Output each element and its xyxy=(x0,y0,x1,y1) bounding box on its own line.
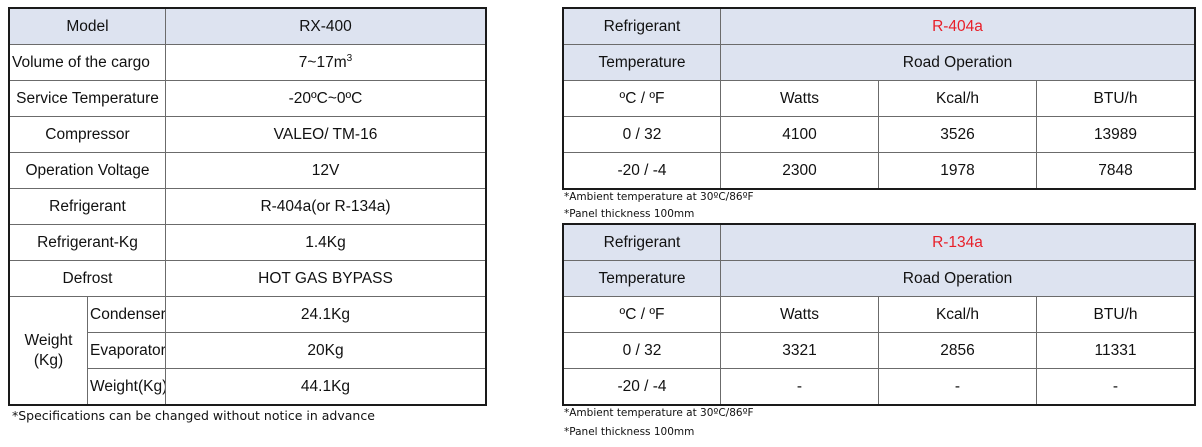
panel-note: *Panel thickness 100mm xyxy=(564,208,695,220)
evaporator-label: Evaporator xyxy=(87,332,166,369)
table-cell: 2300 xyxy=(720,152,879,189)
panel-note: *Panel thickness 100mm xyxy=(564,426,695,438)
unit-btu-header: BTU/h xyxy=(1036,80,1195,117)
service-temp-label: Service Temperature xyxy=(9,80,166,117)
refrigerant-header-value: R-134a xyxy=(720,224,1195,261)
table-cell: 0 / 32 xyxy=(563,332,721,369)
refrigerant-header-label: Refrigerant xyxy=(563,224,721,261)
table-row: Evaporator 20Kg xyxy=(10,332,486,369)
refrigerant-header-label: Refrigerant xyxy=(563,8,721,45)
table-cell: - xyxy=(1036,368,1195,405)
table-row: Temperature Road Operation xyxy=(563,260,1195,297)
table-cell: 3321 xyxy=(720,332,879,369)
unit-watts-header: Watts xyxy=(720,296,879,333)
table-row: -20 / -4 - - - xyxy=(563,368,1195,405)
temperature-header: Temperature xyxy=(563,260,721,297)
table-cell: 7848 xyxy=(1036,152,1195,189)
road-operation-header: Road Operation xyxy=(720,44,1195,81)
table-row: 0 / 32 4100 3526 13989 xyxy=(563,116,1195,153)
refrigerant-value: R-404a(or R-134a) xyxy=(165,188,486,225)
table-row: 0 / 32 3321 2856 11331 xyxy=(563,332,1195,369)
evaporator-value: 20Kg xyxy=(165,332,486,369)
condenser-label: Condenser xyxy=(87,296,166,333)
table-row: Operation Voltage 12V xyxy=(9,152,486,189)
temperature-header: Temperature xyxy=(563,44,721,81)
table-row: Weight(Kg) 44.1Kg xyxy=(10,368,486,405)
table-cell: 13989 xyxy=(1036,116,1195,153)
refrigerant-label: Refrigerant xyxy=(9,188,166,225)
refrigerant-header-value: R-404a xyxy=(720,8,1195,45)
refrigerant-kg-value: 1.4Kg xyxy=(165,224,486,261)
condenser-value: 24.1Kg xyxy=(165,296,486,333)
weight-group-label: Weight (Kg) xyxy=(9,296,88,405)
table-cell: -20 / -4 xyxy=(563,368,721,405)
compressor-label: Compressor xyxy=(9,116,166,153)
table-cell: -20 / -4 xyxy=(563,152,721,189)
model-value: RX-400 xyxy=(165,8,486,45)
table-row: Weight (Kg) Condenser 24.1Kg xyxy=(9,296,486,405)
model-label: Model xyxy=(9,8,166,45)
volume-value-cell: 7~17m3 xyxy=(165,44,486,81)
table-cell: 1978 xyxy=(878,152,1037,189)
refrigerant-kg-label: Refrigerant-Kg xyxy=(9,224,166,261)
weight-total-label: Weight(Kg) xyxy=(87,368,166,405)
table-row: Temperature Road Operation xyxy=(563,44,1195,81)
defrost-value: HOT GAS BYPASS xyxy=(165,260,486,297)
volume-label: Volume of the cargo xyxy=(9,44,166,81)
table-cell: 0 / 32 xyxy=(563,116,721,153)
unit-temp-header: ºC / ºF xyxy=(563,296,721,333)
table-cell: 2856 xyxy=(878,332,1037,369)
table-row: Volume of the cargo 7~17m3 xyxy=(9,44,486,81)
volume-unit-sup: 3 xyxy=(346,52,353,64)
unit-kcal-header: Kcal/h xyxy=(878,80,1037,117)
perf-table-r134a: Refrigerant R-134a Temperature Road Oper… xyxy=(562,223,1196,406)
table-row: -20 / -4 2300 1978 7848 xyxy=(563,152,1195,189)
ambient-note: *Ambient temperature at 30ºC/86ºF xyxy=(564,191,754,203)
table-row: ºC / ºF Watts Kcal/h BTU/h xyxy=(563,296,1195,333)
unit-temp-header: ºC / ºF xyxy=(563,80,721,117)
table-row: Refrigerant R-134a xyxy=(563,224,1195,261)
table-cell: - xyxy=(878,368,1037,405)
table-cell: - xyxy=(720,368,879,405)
spec-footnote: *Specifications can be changed without n… xyxy=(12,408,375,423)
compressor-value: VALEO/ TM-16 xyxy=(165,116,486,153)
unit-kcal-header: Kcal/h xyxy=(878,296,1037,333)
table-row: ºC / ºF Watts Kcal/h BTU/h xyxy=(563,80,1195,117)
service-temp-value: -20ºC~0ºC xyxy=(165,80,486,117)
table-row: Refrigerant R-404a(or R-134a) xyxy=(9,188,486,225)
table-row: Compressor VALEO/ TM-16 xyxy=(9,116,486,153)
voltage-value: 12V xyxy=(165,152,486,189)
ambient-note: *Ambient temperature at 30ºC/86ºF xyxy=(564,407,754,419)
unit-watts-header: Watts xyxy=(720,80,879,117)
weight-total-value: 44.1Kg xyxy=(165,368,486,405)
weight-label-line2: (Kg) xyxy=(33,351,64,369)
table-cell: 11331 xyxy=(1036,332,1195,369)
table-row: Refrigerant-Kg 1.4Kg xyxy=(9,224,486,261)
voltage-label: Operation Voltage xyxy=(9,152,166,189)
table-row: Refrigerant R-404a xyxy=(563,8,1195,45)
table-row: Defrost HOT GAS BYPASS xyxy=(9,260,486,297)
road-operation-header: Road Operation xyxy=(720,260,1195,297)
spec-table: Model RX-400 Volume of the cargo 7~17m3 … xyxy=(8,7,487,406)
perf-table-r404a: Refrigerant R-404a Temperature Road Oper… xyxy=(562,7,1196,190)
unit-btu-header: BTU/h xyxy=(1036,296,1195,333)
table-row: Service Temperature -20ºC~0ºC xyxy=(9,80,486,117)
table-cell: 3526 xyxy=(878,116,1037,153)
table-row: Model RX-400 xyxy=(9,8,486,45)
table-cell: 4100 xyxy=(720,116,879,153)
defrost-label: Defrost xyxy=(9,260,166,297)
volume-value: 7~17m xyxy=(298,53,347,71)
weight-label-line1: Weight xyxy=(24,331,73,349)
